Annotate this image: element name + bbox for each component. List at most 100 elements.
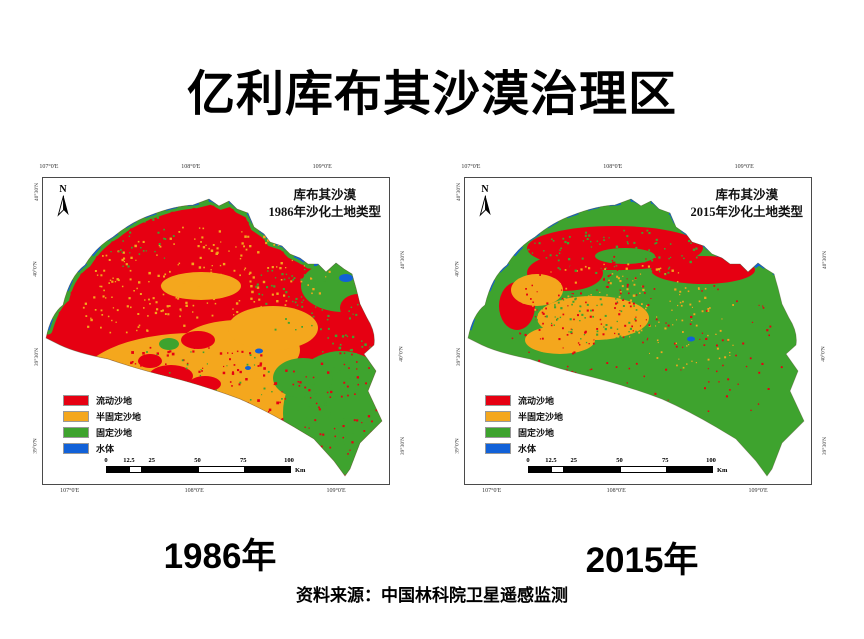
lat-tick: 40°0'N <box>398 346 405 363</box>
lat-tick: 40°30'N <box>400 250 407 269</box>
legend-swatch-red <box>63 394 89 406</box>
scale-unit: Km <box>717 467 728 474</box>
lon-tick: 107°0'E <box>461 164 481 170</box>
map-title-line2: 2015年沙化土地类型 <box>690 204 803 219</box>
legend-swatch-orange <box>63 410 89 422</box>
lon-tick: 107°0'E <box>39 164 59 170</box>
lon-tick: 109°0'E <box>312 164 332 170</box>
north-arrow: N <box>475 184 495 217</box>
latitude-labels-right: 40°30'N 40°0'N 39°30'N <box>816 177 829 483</box>
legend-item-water: 水体 <box>63 440 141 456</box>
scale-tick: 100 <box>284 457 294 464</box>
north-arrow-icon <box>56 195 69 217</box>
scale-tick: 50 <box>616 457 623 464</box>
legend-label: 固定沙地 <box>518 427 555 438</box>
legend-item-semifixed-sand: 半固定沙地 <box>63 408 141 424</box>
page-title: 亿利库布其沙漠治理区 <box>186 68 677 121</box>
north-label: N <box>481 184 489 195</box>
legend-label: 水体 <box>96 443 115 454</box>
data-source: 资料来源：中国林科院卫星遥感监测 <box>296 586 568 605</box>
scale-tick: 75 <box>240 457 247 464</box>
lat-tick: 40°0'N <box>820 346 827 363</box>
legend-item-water: 水体 <box>485 440 563 456</box>
lat-tick: 39°30'N <box>822 437 829 456</box>
legend-label: 半固定沙地 <box>96 411 142 422</box>
legend-label: 固定沙地 <box>96 427 133 438</box>
scale-bar-graphic <box>528 466 713 473</box>
legend-swatch-orange <box>485 410 511 422</box>
lat-tick: 40°0'N <box>454 261 461 277</box>
lon-tick: 108°0'E <box>603 164 623 170</box>
map-title-1986: 库布其沙漠 1986年沙化土地类型 <box>268 187 381 221</box>
legend-swatch-green <box>63 426 89 438</box>
lat-tick: 40°30'N <box>456 183 463 202</box>
north-arrow: N <box>53 184 73 217</box>
desert-map-2015 <box>467 198 805 477</box>
year-label-1986: 1986年 <box>163 537 277 576</box>
legend-item-mobile-sand: 流动沙地 <box>485 392 563 408</box>
scale-tick: 50 <box>194 457 201 464</box>
latitude-labels-left: 40°30'N 40°0'N 39°30'N 39°0'N <box>450 177 463 483</box>
map-panel-1986: 107°0'E 108°0'E 109°0'E 40°30'N 40°0'N 3… <box>24 150 416 508</box>
map-title-2015: 库布其沙漠 2015年沙化土地类型 <box>690 187 803 221</box>
scale-bar-labels: 0 12.5 25 50 75 100 <box>526 457 716 466</box>
legend-label: 半固定沙地 <box>518 411 564 422</box>
lon-tick: 108°0'E <box>181 164 201 170</box>
legend-swatch-blue <box>63 442 89 454</box>
longitude-labels-top: 107°0'E 108°0'E 109°0'E <box>39 164 388 174</box>
legend-swatch-blue <box>485 442 511 454</box>
longitude-labels-top: 107°0'E 108°0'E 109°0'E <box>461 164 810 174</box>
lon-tick: 108°0'E <box>606 488 626 494</box>
legend-item-fixed-sand: 固定沙地 <box>63 424 141 440</box>
lat-tick: 39°30'N <box>34 348 41 367</box>
scale-tick: 0 <box>526 457 530 464</box>
north-arrow-icon <box>478 195 491 217</box>
legend-label: 水体 <box>518 443 537 454</box>
longitude-labels-bottom: 107°0'E 108°0'E 109°0'E <box>42 488 388 498</box>
map-title-line2: 1986年沙化土地类型 <box>268 204 381 219</box>
latitude-labels-left: 40°30'N 40°0'N 39°30'N 39°0'N <box>28 177 41 483</box>
desert-map-1986 <box>45 198 383 477</box>
lat-tick: 39°30'N <box>456 348 463 367</box>
lon-tick: 108°0'E <box>184 488 204 494</box>
legend-swatch-green <box>485 426 511 438</box>
scale-bar: 0 12.5 25 50 75 100 Km <box>104 457 316 474</box>
lon-tick: 107°0'E <box>482 488 502 494</box>
legend-item-mobile-sand: 流动沙地 <box>63 392 141 408</box>
legend-swatch-red <box>485 394 511 406</box>
scale-bar-graphic <box>106 466 291 473</box>
lat-tick: 39°0'N <box>32 438 39 454</box>
year-label-2015: 2015年 <box>585 541 699 580</box>
longitude-labels-bottom: 107°0'E 108°0'E 109°0'E <box>464 488 810 498</box>
lon-tick: 109°0'E <box>326 488 346 494</box>
north-label: N <box>59 184 67 195</box>
scale-tick: 100 <box>706 457 716 464</box>
scale-bar: 0 12.5 25 50 75 100 Km <box>526 457 738 474</box>
map-frame-2015: N 库布其沙漠 2015年沙化土地类型 流动沙地 半固定沙地 <box>464 177 812 485</box>
map-title-line1: 库布其沙漠 <box>715 188 778 202</box>
lat-tick: 39°30'N <box>400 437 407 456</box>
lat-tick: 40°30'N <box>822 250 829 269</box>
lon-tick: 109°0'E <box>734 164 754 170</box>
lon-tick: 107°0'E <box>60 488 80 494</box>
lat-tick: 39°0'N <box>454 438 461 454</box>
legend-label: 流动沙地 <box>518 395 555 406</box>
map-frame-1986: N 库布其沙漠 1986年沙化土地类型 流动沙地 半固定沙地 <box>42 177 390 485</box>
lon-tick: 109°0'E <box>748 488 768 494</box>
scale-tick: 25 <box>570 457 578 464</box>
lat-tick: 40°0'N <box>32 261 39 277</box>
scale-unit: Km <box>295 467 306 474</box>
scale-bar-labels: 0 12.5 25 50 75 100 <box>104 457 294 466</box>
scale-tick: 12.5 <box>545 457 557 464</box>
scale-tick: 0 <box>104 457 108 464</box>
legend: 流动沙地 半固定沙地 固定沙地 水体 <box>485 392 563 456</box>
map-panel-2015: 107°0'E 108°0'E 109°0'E 40°30'N 40°0'N 3… <box>446 150 838 508</box>
latitude-labels-right: 40°30'N 40°0'N 39°30'N <box>394 177 407 483</box>
legend-item-semifixed-sand: 半固定沙地 <box>485 408 563 424</box>
lat-tick: 40°30'N <box>34 183 41 202</box>
scale-tick: 25 <box>148 457 156 464</box>
legend-item-fixed-sand: 固定沙地 <box>485 424 563 440</box>
legend: 流动沙地 半固定沙地 固定沙地 水体 <box>63 392 141 456</box>
map-title-line1: 库布其沙漠 <box>293 188 356 202</box>
